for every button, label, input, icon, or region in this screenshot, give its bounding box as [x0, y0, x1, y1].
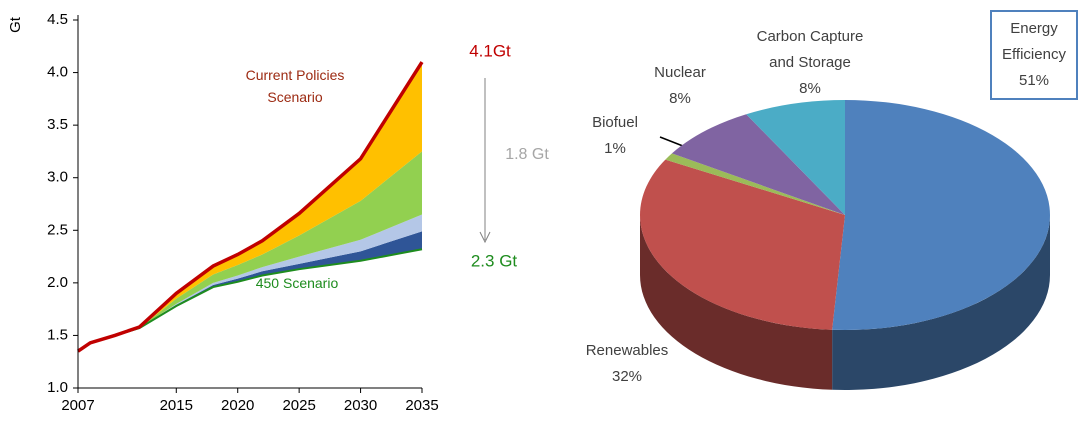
y-tick-label: 1.0: [47, 379, 68, 396]
x-tick-label: 2020: [221, 397, 254, 414]
annotation: 1.8 Gt: [505, 146, 549, 163]
pie-label: Energy Efficiency 51%: [990, 10, 1078, 100]
series-line: [77, 61, 424, 353]
pie-label: Nuclear 8%: [645, 60, 715, 112]
y-tick-label: 2.0: [47, 274, 68, 291]
x-tick-label: 2025: [282, 397, 315, 414]
x-tick-label: 2030: [344, 397, 377, 414]
category-label: Renewables: [585, 342, 669, 359]
y-tick-label: 1.5: [47, 326, 68, 343]
area-band: [78, 214, 422, 352]
value-label: 1%: [604, 140, 626, 157]
y-tick-label: 2.5: [47, 221, 68, 238]
pie-slice: [746, 100, 845, 215]
y-axis-label: Gt: [7, 16, 24, 33]
y-tick-label: 3.0: [47, 169, 68, 186]
pie-label: Renewables 32%: [572, 338, 682, 390]
arrow-head: [479, 231, 491, 244]
pie-slice: [665, 153, 845, 215]
category-label: Carbon Capture and Storage: [756, 28, 864, 71]
pie-label: Carbon Capture and Storage 8%: [755, 24, 865, 102]
pie-side: [640, 215, 833, 390]
pie-side: [832, 215, 1050, 390]
y-tick-label: 4.5: [47, 11, 68, 28]
value-label: 51%: [1018, 72, 1050, 89]
value-label: 8%: [669, 90, 691, 107]
value-label: 32%: [611, 368, 643, 385]
y-tick-label: 4.0: [47, 64, 68, 81]
x-tick-label: 2007: [61, 397, 94, 414]
pie-label: Biofuel 1%: [585, 110, 645, 162]
category-label: Biofuel: [592, 114, 638, 131]
annotation: 2.3 Gt: [471, 251, 518, 270]
area-band: [78, 231, 422, 352]
category-label: Energy Efficiency: [1002, 20, 1066, 63]
y-tick-label: 3.5: [47, 116, 68, 133]
pie-slice: [640, 159, 845, 330]
x-tick-label: 2035: [405, 397, 438, 414]
series-label: Current Policies Scenario: [245, 67, 345, 105]
x-tick-label: 2015: [160, 397, 193, 414]
annotation: 4.1Gt: [469, 41, 511, 60]
value-label: 8%: [799, 80, 821, 97]
pie-slice: [671, 114, 845, 215]
pie-slice: [832, 100, 1051, 330]
category-label: Nuclear: [654, 64, 706, 81]
series-label: 450 Scenario: [255, 275, 339, 291]
